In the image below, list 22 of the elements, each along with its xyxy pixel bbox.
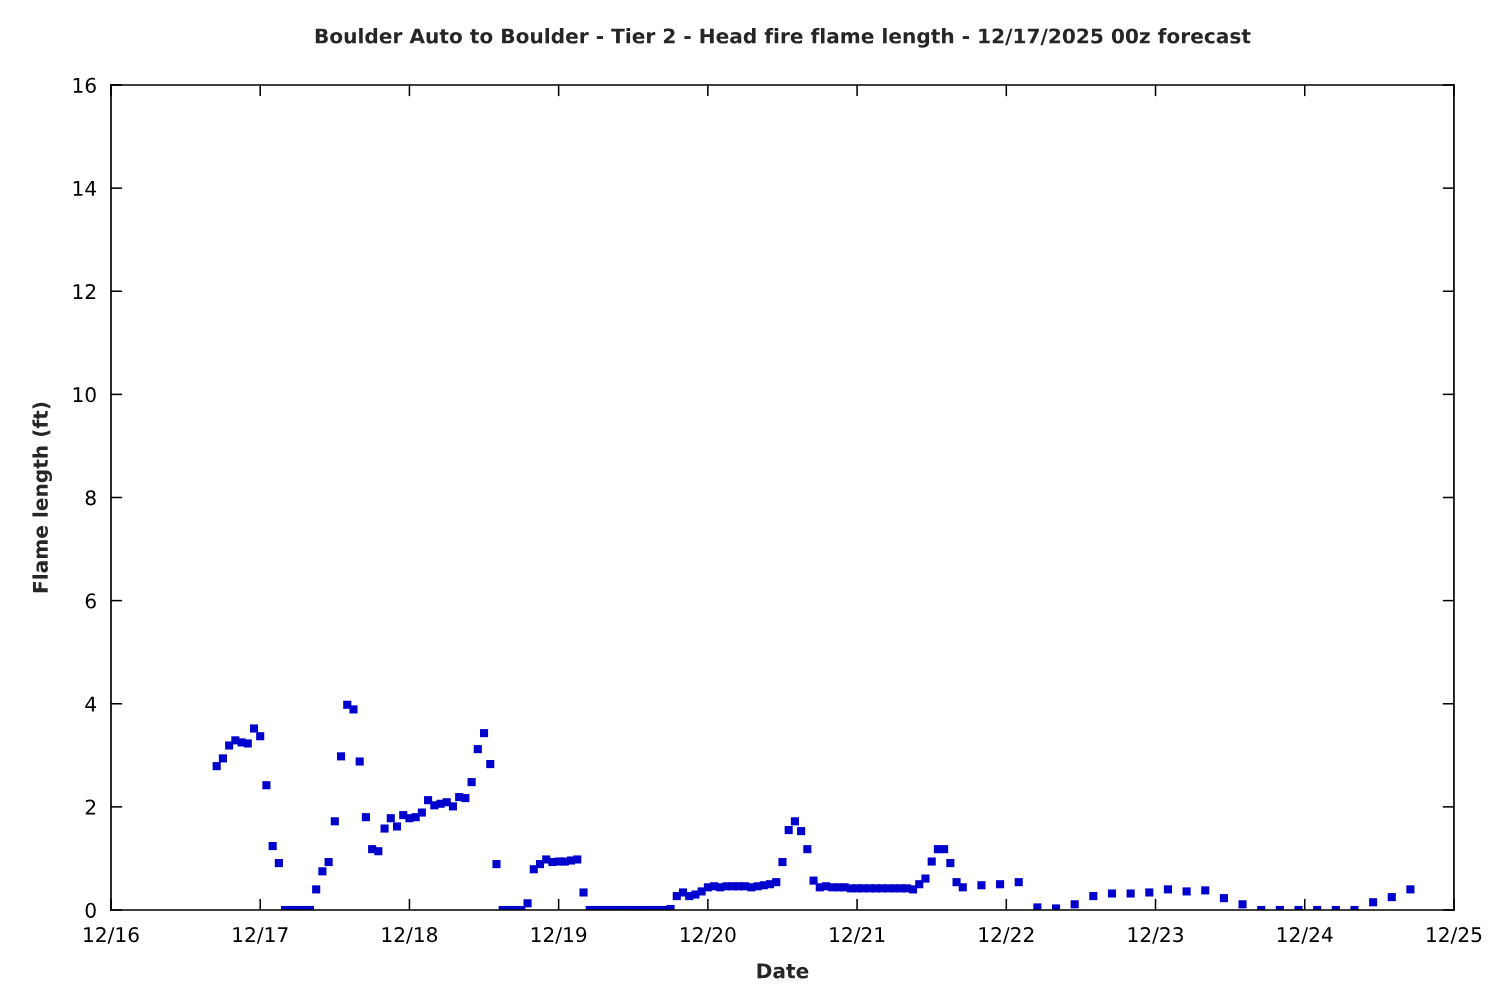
- chart-title: Boulder Auto to Boulder - Tier 2 - Head fire flame length - 12/17/2025 00z forecast: [315, 28, 1251, 48]
- x-tick-label: 12/17: [233, 927, 288, 944]
- y-tick-label: 4: [85, 696, 96, 712]
- x-tick-label: 12/23: [1128, 927, 1183, 944]
- y-tick-label: 10: [73, 387, 96, 403]
- x-tick-label: 12/20: [681, 927, 736, 944]
- y-tick-label: 16: [73, 77, 96, 93]
- x-tick-label: 12/22: [979, 927, 1034, 944]
- y-tick-label: 2: [85, 799, 96, 815]
- x-tick-label: 12/25: [1427, 927, 1482, 944]
- y-tick-label: 14: [73, 181, 96, 196]
- x-tick-label: 12/21: [830, 927, 885, 944]
- y-axis-title: Flame length (ft): [32, 402, 53, 593]
- x-tick-label: 12/19: [531, 927, 587, 944]
- x-axis-title: Date: [757, 963, 809, 979]
- x-tick-label: 12/16: [84, 927, 139, 944]
- y-tick-label: 8: [85, 490, 96, 506]
- x-tick-label: 12/24: [1277, 927, 1333, 944]
- y-tick-label: 12: [73, 283, 96, 299]
- y-tick-label: 6: [85, 593, 96, 609]
- y-tick-label: 0: [85, 902, 96, 918]
- x-tick-label: 12/18: [382, 927, 438, 944]
